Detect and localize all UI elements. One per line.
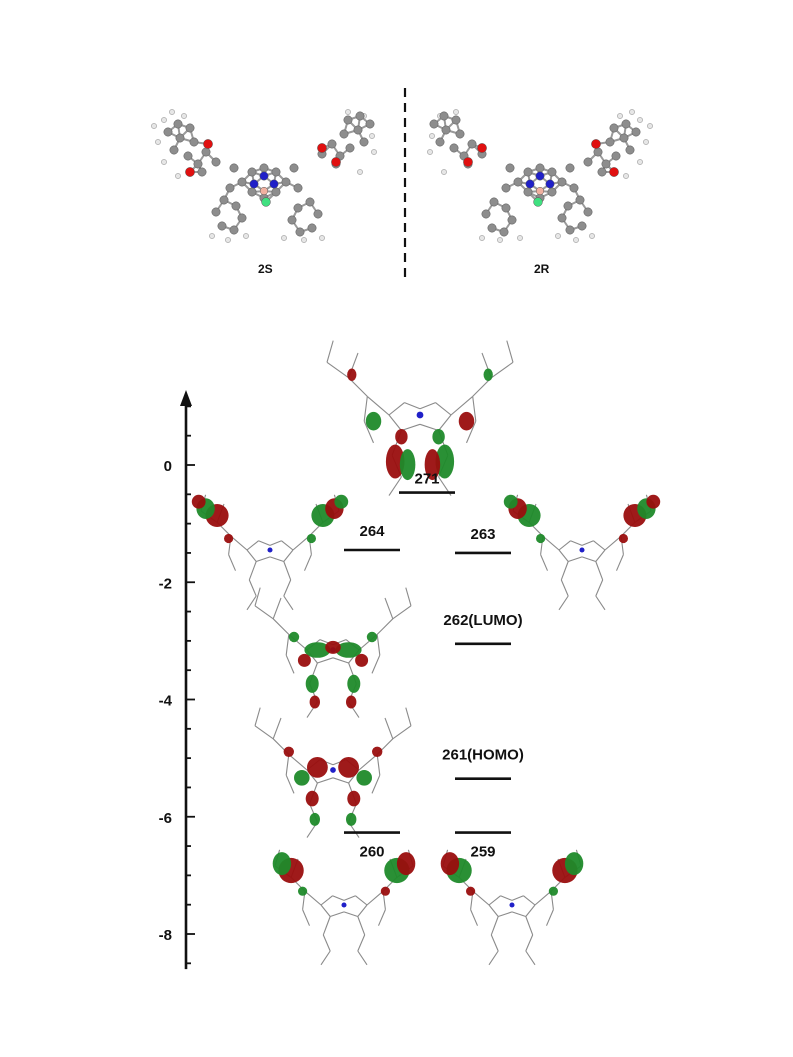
orbital-262-lumo <box>254 587 412 718</box>
orbital-263 <box>503 494 661 611</box>
energy-level-label: 263 <box>470 526 495 543</box>
energy-level-label: 261(HOMO) <box>442 747 524 764</box>
axis-arrowhead <box>180 390 192 406</box>
tick-label: -4 <box>159 693 173 710</box>
energy-level-label: 271 <box>414 471 439 488</box>
tick-label: 0 <box>164 458 172 475</box>
orbital-259 <box>440 849 584 966</box>
orbital-264 <box>191 494 349 611</box>
orbital-271 <box>326 340 514 496</box>
energy-levels: 271 264 263 262(LUMO) 261(HOMO) 260 259 <box>344 471 524 861</box>
orbital-261-homo <box>254 707 412 838</box>
orbital-260 <box>272 849 416 966</box>
structure-label-2R: 2R <box>534 262 550 276</box>
structure-label-2S: 2S <box>258 262 273 276</box>
enantiomer-structures: 2S 2R <box>151 88 653 278</box>
energy-axis: 0 -2 -4 -6 -8 <box>159 390 195 970</box>
orbital-pictures <box>191 340 661 966</box>
energy-level-label: 260 <box>359 844 384 861</box>
energy-level-label: 262(LUMO) <box>443 612 522 629</box>
tick-label: -6 <box>159 810 172 827</box>
tick-label: -8 <box>159 927 172 944</box>
molecule-2S <box>151 109 377 243</box>
tick-label: -2 <box>159 575 172 592</box>
energy-level-diagram: 0 -2 -4 -6 -8 271 264 263 262(LUMO) 261(HOMO) 260… <box>159 340 661 970</box>
molecule-2R <box>427 109 653 243</box>
energy-level-label: 264 <box>359 523 385 540</box>
energy-level-label: 259 <box>470 844 495 861</box>
